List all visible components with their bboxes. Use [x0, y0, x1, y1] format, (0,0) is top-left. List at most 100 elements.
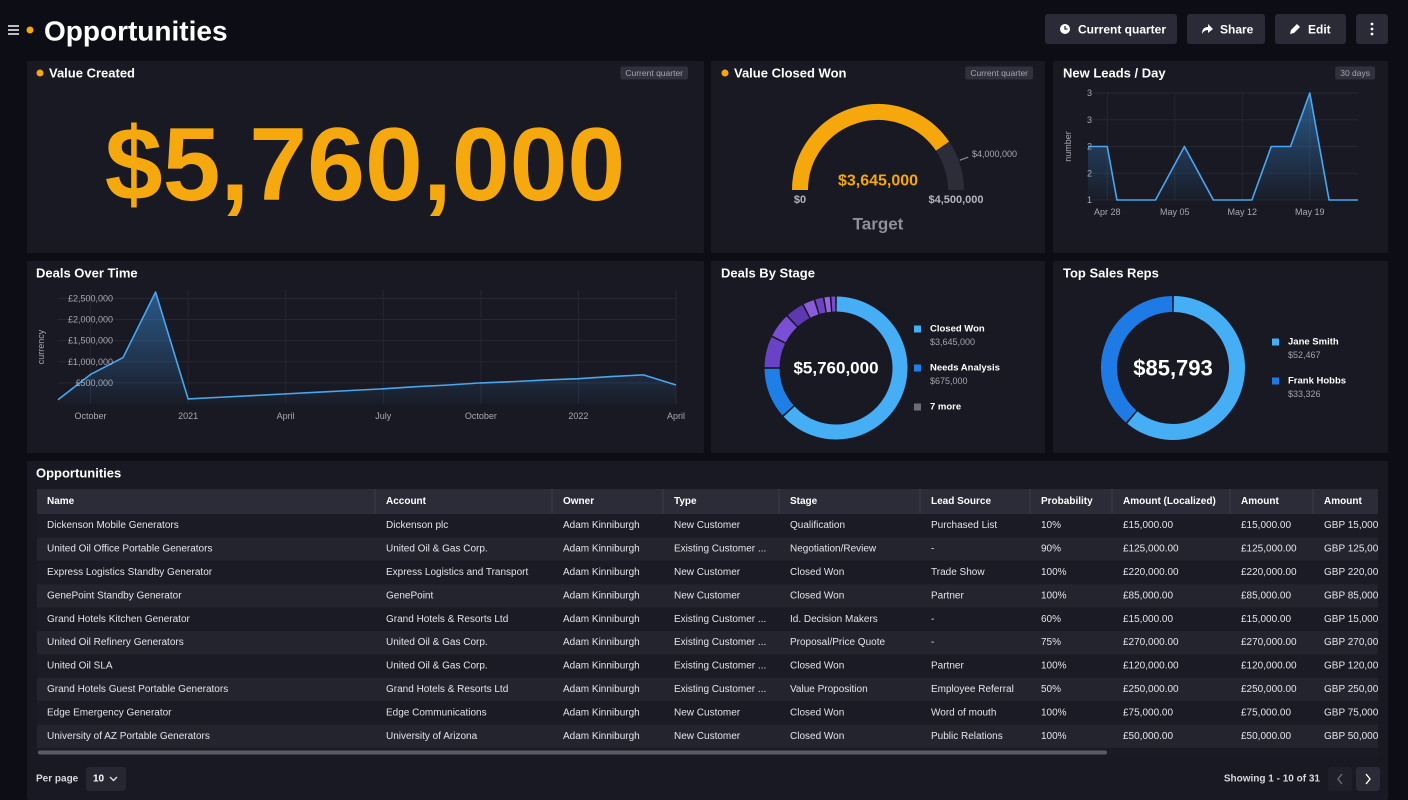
scrollbar-thumb[interactable] — [38, 750, 1107, 755]
pagination-info: Showing 1 - 10 of 31 — [1224, 774, 1321, 785]
table-cell: United Oil & Gas Corp. — [386, 661, 488, 672]
table-cell: Adam Kinniburgh — [563, 637, 640, 648]
table-row[interactable]: University of AZ Portable Generators Univ… — [37, 724, 1379, 748]
table-cell: GBP 50,000 — [1324, 731, 1379, 742]
header-button[interactable]: Current quarter — [1045, 14, 1177, 44]
table-row[interactable]: United Oil Refinery Generators United Oil… — [37, 631, 1379, 655]
y-tick-label: £2,500,000 — [68, 293, 113, 303]
select-bg — [86, 767, 126, 791]
table-cell: GBP 75,000 — [1324, 707, 1379, 718]
donut-center-label: $5,760,000 — [793, 359, 878, 378]
panel-tag: 30 days — [1340, 68, 1370, 78]
column-header[interactable]: Amount — [1324, 496, 1362, 507]
table-cell: Adam Kinniburgh — [563, 731, 640, 742]
table-cell: £75,000.00 — [1123, 707, 1173, 718]
tag-bg — [620, 66, 688, 80]
row-bg — [37, 654, 1378, 678]
row-bg — [37, 584, 1378, 608]
table-cell: Qualification — [790, 520, 845, 531]
table-cell: £270,000.00 — [1123, 637, 1179, 648]
table-row[interactable]: Dickenson Mobile Generators Dickenson plc… — [37, 514, 1381, 538]
more-button[interactable] — [1356, 14, 1388, 44]
table-cell: £250,000.00 — [1123, 684, 1179, 695]
table-cell: Adam Kinniburgh — [563, 684, 640, 695]
table-cell: United Oil & Gas Corp. — [386, 637, 488, 648]
table-cell: £120,000.00 — [1241, 661, 1297, 672]
legend-swatch — [914, 403, 921, 411]
table-row[interactable]: Grand Hotels Kitchen Generator Grand Hote… — [37, 607, 1381, 631]
donut-slice — [764, 337, 786, 368]
table-cell: Negotiation/Review — [790, 544, 877, 555]
select-value: 10 — [93, 774, 105, 785]
x-tick-label: July — [375, 411, 392, 421]
table-cell: Closed Won — [790, 731, 844, 742]
column-header[interactable]: Probability — [1041, 496, 1093, 507]
table-cell: £270,000.00 — [1241, 637, 1297, 648]
table: Name Account Owner Type Stage Lead Source Prob… — [37, 489, 1384, 748]
table-cell: Existing Customer ... — [674, 661, 766, 672]
column-header[interactable]: Amount (Localized) — [1123, 496, 1216, 507]
table-cell: New Customer — [674, 520, 741, 531]
donut-slice — [787, 304, 810, 327]
column-header[interactable]: Stage — [790, 496, 818, 507]
legend-value: $675,000 — [930, 376, 968, 386]
gauge-caption: Target — [853, 215, 904, 234]
column-header[interactable]: Account — [386, 496, 427, 507]
y-tick-label: 3 — [1087, 88, 1092, 98]
header-button[interactable]: Edit — [1275, 14, 1346, 44]
table-row[interactable]: United Oil Office Portable Generators Uni… — [37, 537, 1384, 561]
table-cell: Adam Kinniburgh — [563, 544, 640, 555]
table-row[interactable]: GenePoint Standby Generator GenePoint Adam… — [37, 584, 1379, 608]
table-row[interactable]: Express Logistics Standby Generator Expre… — [37, 560, 1379, 585]
column-header[interactable]: Amount — [1241, 496, 1279, 507]
table-cell: £15,000.00 — [1123, 520, 1173, 531]
row-bg — [37, 631, 1378, 655]
column-header[interactable]: Name — [47, 496, 75, 507]
column-header[interactable]: Lead Source — [931, 496, 991, 507]
table-cell: Dickenson plc — [386, 520, 448, 531]
table-cell: £250,000.00 — [1241, 684, 1297, 695]
x-tick-label: May 05 — [1160, 207, 1190, 217]
table-cell: GBP 15,000. — [1324, 520, 1381, 531]
donut-slice — [1101, 296, 1173, 423]
x-tick-label: May 12 — [1228, 207, 1258, 217]
table-cell: Id. Decision Makers — [790, 614, 878, 625]
column-header[interactable]: Type — [674, 496, 697, 507]
table-cell: 100% — [1041, 590, 1067, 601]
button-bg — [1045, 14, 1177, 44]
x-tick-label: October — [465, 411, 497, 421]
table-cell: £125,000.00 — [1123, 544, 1179, 555]
prev-page-button[interactable] — [1328, 767, 1352, 791]
panel — [27, 61, 704, 253]
line — [1088, 92, 1358, 201]
status-dot — [721, 69, 729, 77]
donut-center-label: $85,793 — [1133, 356, 1213, 381]
header-button[interactable]: Share — [1187, 14, 1265, 44]
table-cell: Grand Hotels & Resorts Ltd — [386, 684, 508, 695]
legend-value: $33,326 — [1288, 389, 1321, 399]
column-header[interactable]: Owner — [563, 496, 594, 507]
next-page-button[interactable] — [1356, 767, 1380, 791]
share-icon — [1202, 24, 1213, 34]
per-page-select[interactable]: 10 — [86, 767, 126, 791]
y-tick-label: £2,000,000 — [68, 315, 113, 325]
table-row[interactable]: United Oil SLA United Oil & Gas Corp. Adam… — [37, 654, 1379, 678]
table-cell: University of Arizona — [386, 731, 478, 742]
legend-label: Needs Analysis — [930, 363, 1000, 374]
table-cell: - — [931, 544, 934, 555]
panel — [711, 261, 1045, 453]
x-tick-label: 2021 — [178, 411, 198, 421]
table-cell: GenePoint — [386, 590, 433, 601]
table-cell: £120,000.00 — [1123, 661, 1179, 672]
donut-slice — [764, 368, 794, 416]
legend-swatch — [1272, 377, 1279, 385]
menu-icon[interactable] — [8, 25, 19, 35]
table-row[interactable]: Grand Hotels Guest Portable Generators Gr… — [37, 677, 1379, 702]
y-tick-label: 3 — [1087, 115, 1092, 125]
table-row[interactable]: Edge Emergency Generator Edge Communicati… — [37, 701, 1379, 725]
table-cell: Grand Hotels Guest Portable Generators — [47, 684, 228, 695]
row-bg — [37, 724, 1378, 748]
panel-tag: Current quarter — [625, 68, 683, 78]
page-title: Opportunities — [44, 16, 228, 47]
table-cell: 100% — [1041, 731, 1067, 742]
